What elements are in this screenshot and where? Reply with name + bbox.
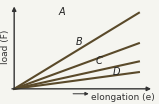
Text: load (F): load (F) [1,30,10,64]
Text: A: A [58,7,65,17]
Text: D: D [113,67,120,77]
Text: B: B [76,37,82,47]
Text: elongation (e): elongation (e) [91,93,155,102]
Text: C: C [96,56,102,66]
